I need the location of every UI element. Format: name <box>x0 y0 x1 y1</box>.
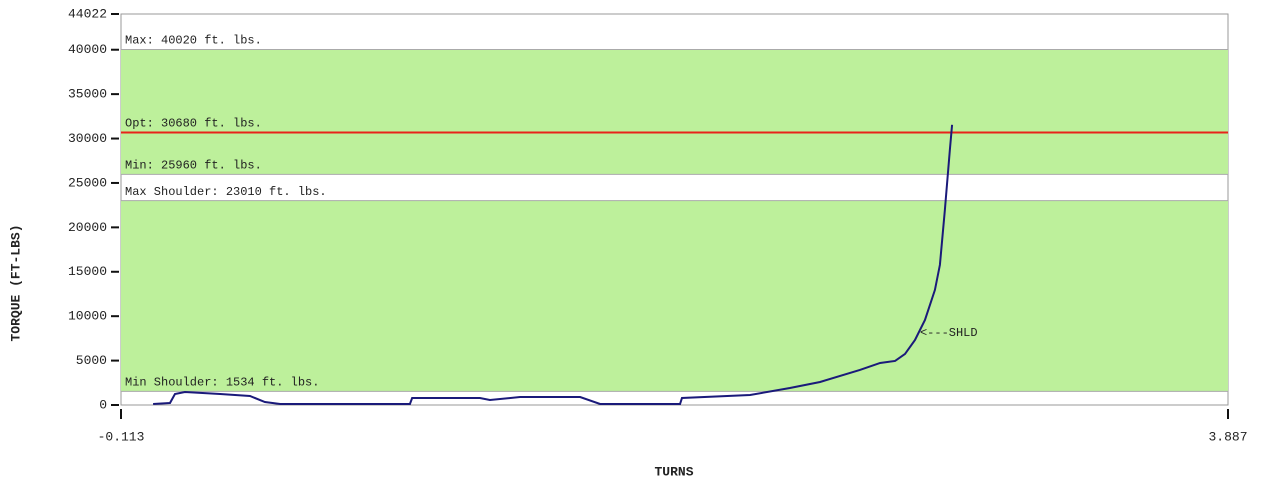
limit-label: Opt: 30680 ft. lbs. <box>125 117 262 131</box>
y-tick-label: 44022 <box>68 6 107 21</box>
y-tick-label: 25000 <box>68 175 107 190</box>
x-tick-label: 3.887 <box>1208 429 1247 444</box>
y-axis-label: TORQUE (FT-LBS) <box>8 224 23 341</box>
y-tick-label: 15000 <box>68 264 107 279</box>
band <box>121 49 1228 175</box>
y-tick-label: 40000 <box>68 42 107 57</box>
y-tick-label: 30000 <box>68 131 107 146</box>
y-tick-label: 35000 <box>68 87 107 102</box>
y-tick-label: 10000 <box>68 309 107 324</box>
x-tick-label: -0.113 <box>98 429 145 444</box>
limit-label: Min Shoulder: 1534 ft. lbs. <box>125 376 319 390</box>
limit-label: Max: 40020 ft. lbs. <box>125 34 262 48</box>
annotation: <---SHLD <box>920 326 978 340</box>
torque-line <box>153 124 954 405</box>
x-axis-label: TURNS <box>654 464 693 479</box>
y-tick-label: 5000 <box>76 353 107 368</box>
y-tick-label: 20000 <box>68 220 107 235</box>
limit-label: Max Shoulder: 23010 ft. lbs. <box>125 185 327 199</box>
y-tick-label: 0 <box>99 397 107 412</box>
limit-label: Min: 25960 ft. lbs. <box>125 159 262 173</box>
band <box>121 200 1228 392</box>
